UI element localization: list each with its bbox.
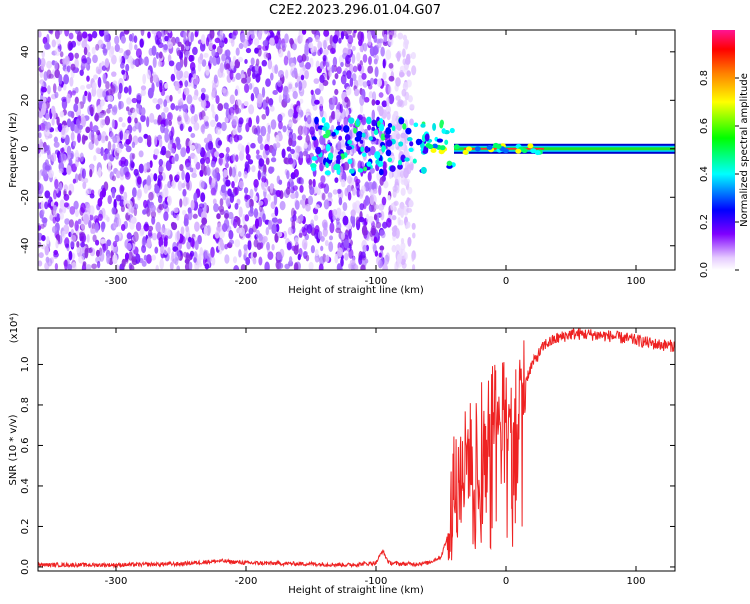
y-tick-label: 0.8 [20,397,31,413]
x-tick-label: -200 [235,576,258,587]
x-tick-label: 100 [626,276,645,287]
y-tick-label: 0.2 [20,518,31,534]
snr-plot-area [38,328,675,571]
colorbar-label: Normalized spectral amplitude [739,73,750,227]
spectrogram-x-ticks: -300 -200 -100 0 100 [105,30,646,287]
spectrogram-y-axis-label: Frequency (Hz) [8,112,19,188]
x-tick-label: 100 [626,576,645,587]
y-tick-label: 0.6 [20,437,31,453]
x-tick-label: 0 [503,276,509,287]
y-tick-label: -40 [20,238,31,254]
colorbar: 0.0 0.2 0.4 0.6 0.8 Normalized spectral ampl… [699,30,750,278]
snr-line-layer [38,328,675,569]
y-tick-label: -20 [20,189,31,205]
x-tick-label: 0 [503,576,509,587]
spectrogram-y-ticks: -40 -20 0 20 40 [20,45,675,254]
y-tick-label: 0.0 [20,559,31,575]
spectrogram-frame [37,29,676,271]
spectrogram-x-axis-label: Height of straight line (km) [288,285,424,296]
y-tick-label: 0.4 [20,478,31,494]
colorbar-gradient [712,30,735,270]
spectrogram-heatmap [38,30,675,270]
x-tick-label: -100 [365,276,388,287]
x-tick-label: -300 [105,576,128,587]
snr-x-axis-label: Height of straight line (km) [288,585,424,596]
colorbar-ticks: 0.0 0.2 0.4 0.6 0.8 [699,70,739,278]
snr-frame [37,327,676,572]
snr-y-axis-label: SNR (10 * v/v) [8,414,19,485]
x-tick-label: -100 [365,576,388,587]
colorbar-tick-label: 0.0 [699,262,710,278]
y-tick-label: 0 [20,146,31,152]
snr-y-ticks: 0.0 0.2 0.4 0.6 0.8 1.0 [20,356,675,575]
colorbar-tick-label: 0.8 [699,70,710,86]
colorbar-tick-label: 0.2 [699,214,710,230]
snr-scale-note: (x10⁴) [9,313,20,344]
chart-title: C2E2.2023.296.01.04.G07 [269,3,441,18]
colorbar-tick-label: 0.4 [699,166,710,182]
snr-series-line [38,328,675,569]
colorbar-tick-label: 0.6 [699,118,710,134]
x-tick-label: -200 [235,276,258,287]
y-tick-label: 20 [20,94,31,107]
x-tick-label: -300 [105,276,128,287]
snr-panel: -300 -200 -100 0 100 0.0 0.2 0.4 0.6 0.8 1.0 Heig… [8,313,676,596]
y-tick-label: 40 [20,45,31,58]
y-tick-label: 1.0 [20,356,31,372]
snr-x-ticks: -300 -200 -100 0 100 [105,328,646,587]
